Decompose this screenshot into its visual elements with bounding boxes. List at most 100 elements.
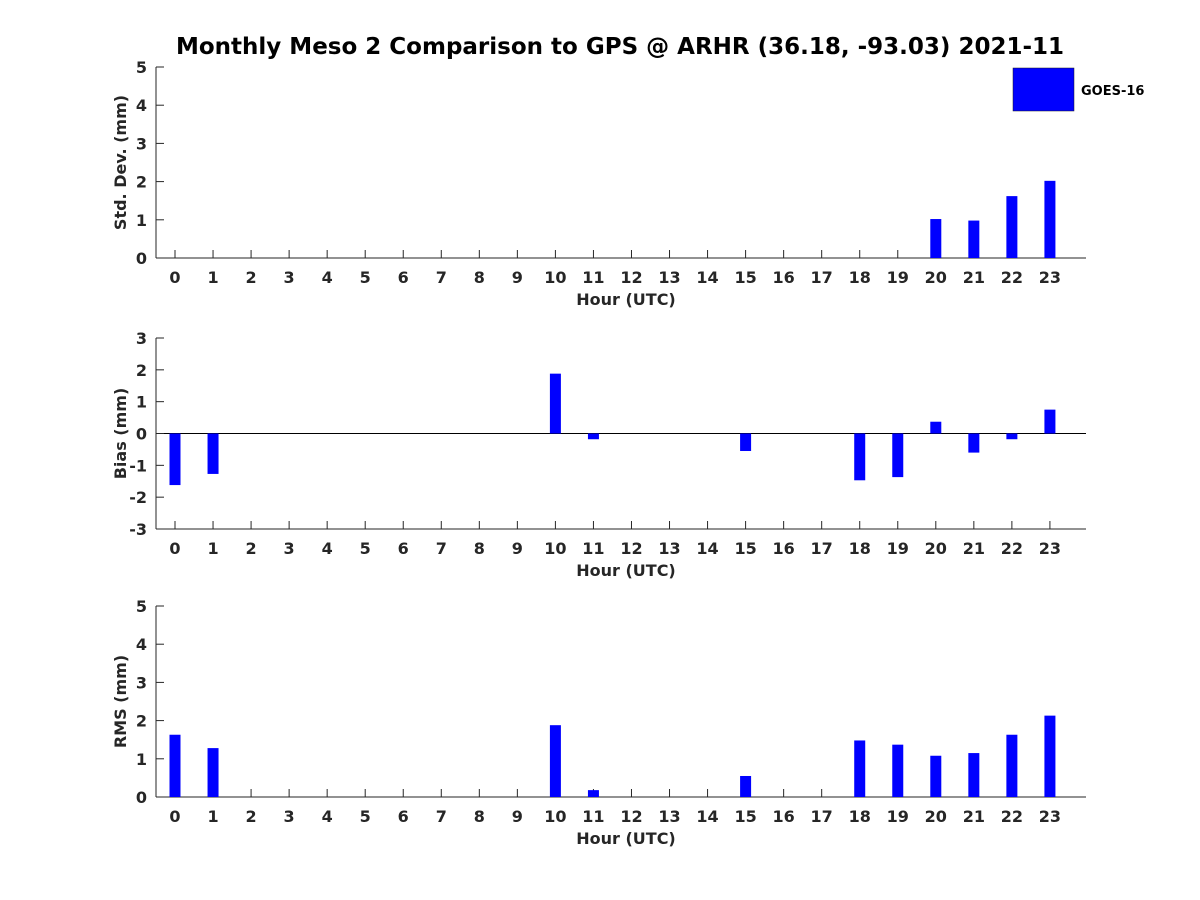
x-tick-label: 17 bbox=[811, 268, 833, 287]
y-tick-label: 5 bbox=[136, 597, 147, 616]
x-tick-label: 8 bbox=[474, 268, 485, 287]
bar-hour-20 bbox=[930, 755, 942, 797]
bar-hour-1 bbox=[207, 433, 219, 474]
y-tick-label: 3 bbox=[136, 134, 147, 153]
y-tick-label: 1 bbox=[136, 393, 147, 412]
x-tick-label: 1 bbox=[207, 268, 218, 287]
bar-hour-0 bbox=[169, 734, 181, 797]
x-tick-label: 14 bbox=[696, 268, 718, 287]
y-tick-label: -3 bbox=[129, 520, 147, 539]
y-tick-label: -1 bbox=[129, 456, 147, 475]
x-tick-label: 5 bbox=[360, 807, 371, 826]
bar-hour-11 bbox=[587, 790, 599, 797]
x-tick-label: 20 bbox=[925, 268, 947, 287]
x-tick-label: 17 bbox=[811, 807, 833, 826]
x-tick-label: 10 bbox=[544, 539, 566, 558]
x-tick-label: 1 bbox=[207, 539, 218, 558]
x-tick-label: 7 bbox=[436, 268, 447, 287]
x-axis-label: Hour (UTC) bbox=[576, 290, 676, 309]
bar-hour-20 bbox=[930, 421, 942, 434]
bar-hour-22 bbox=[1006, 734, 1018, 797]
x-tick-label: 0 bbox=[169, 268, 180, 287]
x-tick-label: 13 bbox=[658, 539, 680, 558]
y-axis-label: Std. Dev. (mm) bbox=[111, 95, 130, 230]
y-tick-label: 5 bbox=[136, 58, 147, 77]
x-axis-label: Hour (UTC) bbox=[576, 561, 676, 580]
y-tick-label: -2 bbox=[129, 488, 147, 507]
x-tick-label: 19 bbox=[887, 807, 909, 826]
y-axis-label: RMS (mm) bbox=[111, 655, 130, 748]
y-tick-label: 0 bbox=[136, 788, 147, 807]
x-axis-label: Hour (UTC) bbox=[576, 829, 676, 848]
x-tick-label: 17 bbox=[811, 539, 833, 558]
x-tick-label: 6 bbox=[398, 807, 409, 826]
x-tick-label: 12 bbox=[620, 807, 642, 826]
x-tick-label: 9 bbox=[512, 539, 523, 558]
bar-hour-18 bbox=[854, 433, 866, 481]
bar-hour-1 bbox=[207, 748, 219, 797]
legend: GOES-16 bbox=[1012, 67, 1144, 112]
x-tick-label: 11 bbox=[582, 539, 604, 558]
x-tick-label: 8 bbox=[474, 539, 485, 558]
y-tick-label: 0 bbox=[136, 425, 147, 444]
y-tick-label: 2 bbox=[136, 361, 147, 380]
x-tick-label: 15 bbox=[734, 807, 756, 826]
bar-hour-18 bbox=[854, 740, 866, 797]
x-tick-label: 7 bbox=[436, 807, 447, 826]
bar-hour-23 bbox=[1044, 409, 1056, 434]
x-tick-label: 14 bbox=[696, 807, 718, 826]
bar-hour-22 bbox=[1006, 433, 1018, 440]
bar-hour-10 bbox=[549, 725, 561, 797]
bar-hour-20 bbox=[930, 219, 942, 258]
bar-hour-11 bbox=[587, 433, 599, 440]
x-tick-label: 6 bbox=[398, 539, 409, 558]
bar-hour-15 bbox=[740, 433, 752, 452]
x-tick-label: 23 bbox=[1039, 268, 1061, 287]
bar-hour-21 bbox=[968, 753, 980, 797]
bar-hour-22 bbox=[1006, 196, 1018, 258]
x-tick-label: 21 bbox=[963, 807, 985, 826]
x-tick-label: 22 bbox=[1001, 268, 1023, 287]
y-tick-label: 3 bbox=[136, 673, 147, 692]
bar-hour-21 bbox=[968, 433, 980, 453]
x-tick-label: 3 bbox=[284, 268, 295, 287]
bar-hour-15 bbox=[740, 775, 752, 797]
x-tick-label: 20 bbox=[925, 539, 947, 558]
x-tick-label: 15 bbox=[734, 268, 756, 287]
x-tick-label: 6 bbox=[398, 268, 409, 287]
bar-hour-23 bbox=[1044, 180, 1056, 258]
x-tick-label: 1 bbox=[207, 807, 218, 826]
x-tick-label: 4 bbox=[322, 539, 333, 558]
bar-hour-10 bbox=[549, 373, 561, 434]
chart-title: Monthly Meso 2 Comparison to GPS @ ARHR … bbox=[176, 34, 1064, 60]
x-tick-label: 18 bbox=[849, 268, 871, 287]
bar-hour-0 bbox=[169, 433, 181, 486]
x-tick-label: 0 bbox=[169, 807, 180, 826]
x-tick-label: 10 bbox=[544, 807, 566, 826]
y-tick-label: 3 bbox=[136, 329, 147, 348]
x-tick-label: 5 bbox=[360, 539, 371, 558]
x-tick-label: 16 bbox=[773, 539, 795, 558]
x-tick-label: 2 bbox=[246, 539, 257, 558]
bar-hour-19 bbox=[892, 744, 904, 797]
x-tick-label: 18 bbox=[849, 539, 871, 558]
x-tick-label: 13 bbox=[658, 807, 680, 826]
x-tick-label: 5 bbox=[360, 268, 371, 287]
x-tick-label: 19 bbox=[887, 268, 909, 287]
y-tick-label: 4 bbox=[136, 635, 147, 654]
y-tick-label: 0 bbox=[136, 249, 147, 268]
x-tick-label: 10 bbox=[544, 268, 566, 287]
x-tick-label: 19 bbox=[887, 539, 909, 558]
x-tick-label: 23 bbox=[1039, 807, 1061, 826]
legend-label: GOES-16 bbox=[1081, 84, 1144, 99]
x-tick-label: 23 bbox=[1039, 539, 1061, 558]
x-tick-label: 4 bbox=[322, 268, 333, 287]
x-tick-label: 18 bbox=[849, 807, 871, 826]
x-tick-label: 15 bbox=[734, 539, 756, 558]
x-tick-label: 11 bbox=[582, 807, 604, 826]
x-tick-label: 11 bbox=[582, 268, 604, 287]
legend-swatch bbox=[1012, 67, 1075, 112]
